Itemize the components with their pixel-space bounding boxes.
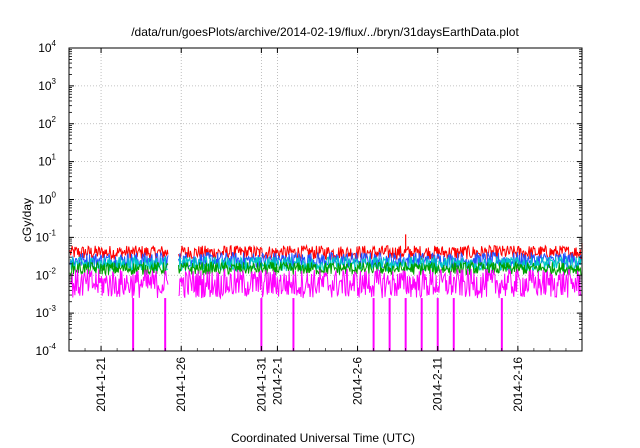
trace-segment	[178, 260, 582, 277]
y-tick-label: 103	[38, 77, 56, 93]
series-trace	[69, 260, 582, 277]
x-axis-label: Coordinated Universal Time (UTC)	[231, 431, 415, 445]
plot-area	[69, 234, 583, 351]
plot-frame	[68, 47, 583, 352]
series-trace	[69, 267, 582, 351]
x-tick-label: 2014-1-26	[174, 357, 188, 412]
x-tick-label: 2014-2-16	[511, 357, 525, 412]
y-tick-label: 101	[38, 153, 56, 169]
y-tick-label: 102	[38, 115, 56, 131]
x-tick-label: 2014-2-11	[431, 357, 445, 411]
y-tick-label: 10-3	[36, 304, 57, 320]
chart-title: /data/run/goesPlots/archive/2014-02-19/f…	[131, 25, 519, 39]
grid	[69, 48, 582, 351]
y-tick-label: 10-1	[36, 228, 57, 244]
trace-segment	[178, 267, 582, 300]
trace-segment	[69, 269, 169, 299]
y-tick-label: 104	[38, 39, 56, 55]
y-axis-label: cGy/day	[20, 198, 34, 242]
y-axis: 10-4 10-3 10-2 10-1 100 101 102 103 104	[36, 39, 582, 358]
x-tick-label: 2014-2-1	[270, 357, 284, 405]
y-tick-label: 10-4	[36, 342, 57, 358]
x-tick-label: 2014-1-21	[94, 357, 108, 412]
series-trace	[69, 234, 583, 262]
trace-segment	[178, 243, 582, 262]
x-tick-label: 2014-1-31	[254, 357, 268, 412]
y-tick-label: 10-2	[36, 266, 57, 282]
y-tick-label: 100	[38, 191, 56, 207]
x-axis: 2014-1-21 2014-1-26 2014-1-31 2014-2-1 2014-…	[68, 48, 583, 412]
trace-segment	[69, 261, 169, 277]
x-tick-label: 2014-2-6	[351, 357, 365, 405]
